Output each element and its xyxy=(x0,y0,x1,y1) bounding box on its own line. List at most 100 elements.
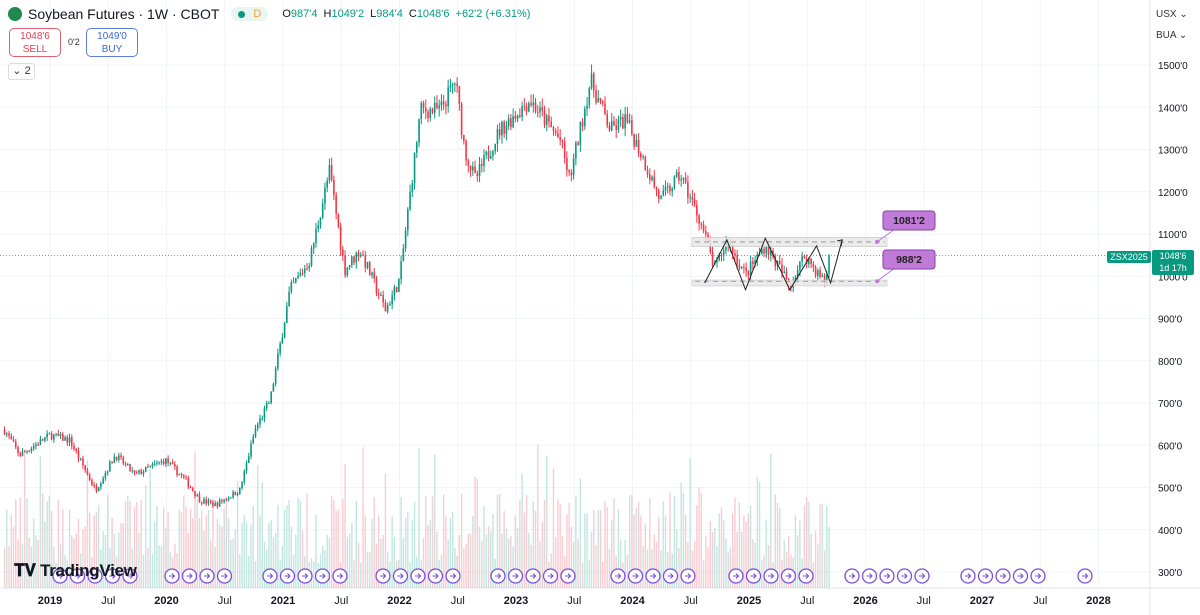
arrow-right-icon xyxy=(530,573,537,579)
volume-bar xyxy=(342,498,344,588)
candle-body xyxy=(165,458,167,465)
candle-body xyxy=(50,433,53,440)
candle-body xyxy=(402,248,405,262)
candle-body xyxy=(254,428,257,437)
candle-body xyxy=(6,433,8,435)
arrow-head-icon xyxy=(837,239,843,246)
candle-body xyxy=(463,135,465,142)
volume-bar xyxy=(805,497,808,588)
volume-bar xyxy=(21,543,24,588)
candle-body xyxy=(351,256,353,265)
candle-body xyxy=(747,270,750,276)
volume-bar xyxy=(156,505,158,588)
x-tick-label: Jul xyxy=(917,595,931,607)
candle-body xyxy=(648,174,651,181)
volume-bar xyxy=(467,534,470,588)
y-tick-label: 600'0 xyxy=(1158,441,1183,452)
candle-body xyxy=(769,250,772,255)
arrow-right-icon xyxy=(186,573,193,579)
volume-bar xyxy=(35,535,37,588)
volume-bar xyxy=(106,494,109,588)
volume-bar xyxy=(736,531,738,588)
volume-bar xyxy=(476,478,478,588)
tradingview-logo[interactable]: 𝐓𝐕 TradingView xyxy=(14,561,137,581)
candle-body xyxy=(592,73,595,91)
volume-bar xyxy=(245,522,248,588)
callout-pointer xyxy=(876,267,896,282)
candle-body xyxy=(333,179,335,196)
volume-bar xyxy=(669,492,671,588)
volume-bar xyxy=(6,510,8,588)
candle-body xyxy=(268,403,270,405)
candle-body xyxy=(3,430,6,435)
candle-body xyxy=(492,151,494,156)
volume-bar xyxy=(131,548,133,588)
candle-body xyxy=(41,439,44,441)
volume-bar xyxy=(720,507,723,588)
volume-bar xyxy=(675,529,678,588)
volume-bar xyxy=(113,534,116,588)
volume-bar xyxy=(821,504,824,588)
volume-bar xyxy=(729,547,732,588)
brand-label: TradingView xyxy=(40,561,137,580)
buy-button[interactable]: 1049'0 BUY xyxy=(86,28,138,57)
volume-bar xyxy=(133,506,136,588)
candle-body xyxy=(295,278,297,283)
candle-body xyxy=(758,254,761,256)
y-tick-label: 400'0 xyxy=(1158,526,1183,537)
last-price-tag: 1048'6 1d 17h xyxy=(1152,250,1194,275)
candle-body xyxy=(160,461,163,463)
candle-body xyxy=(364,255,367,268)
unit-select[interactable]: BUA ⌄ xyxy=(1152,28,1196,43)
x-tick-label: 2022 xyxy=(387,595,411,607)
volume-bar xyxy=(407,512,409,588)
volume-bar xyxy=(758,481,761,588)
arrow-right-icon xyxy=(1035,573,1042,579)
sell-button[interactable]: 1048'6 SELL xyxy=(9,28,61,57)
candle-body xyxy=(234,491,237,496)
open-value: 987'4 xyxy=(290,8,318,20)
arrow-right-icon xyxy=(415,573,422,579)
candle-body xyxy=(357,252,360,257)
candle-body xyxy=(371,272,373,276)
volume-bar xyxy=(120,522,122,588)
candle-body xyxy=(227,497,230,500)
indicators-toggle[interactable]: ⌄ 2 xyxy=(8,63,35,80)
candle-body xyxy=(566,157,568,171)
candle-body xyxy=(512,116,514,128)
volume-bar xyxy=(360,562,362,588)
arrow-right-icon xyxy=(750,573,757,579)
candle-body xyxy=(373,272,376,279)
candle-body xyxy=(465,141,467,161)
candle-body xyxy=(48,433,51,435)
volume-bar xyxy=(151,554,154,588)
candle-body xyxy=(595,90,597,103)
volume-bar xyxy=(664,515,667,588)
volume-bar xyxy=(579,478,582,588)
x-tick-label: Jul xyxy=(1033,595,1047,607)
currency-select[interactable]: USX ⌄ xyxy=(1152,7,1196,22)
volume-bar xyxy=(209,540,212,588)
volume-bar xyxy=(449,518,452,588)
candle-body xyxy=(808,258,810,265)
volume-bar xyxy=(819,503,821,588)
candle-body xyxy=(368,262,371,276)
volume-bar xyxy=(26,498,28,588)
symbol-title[interactable]: Soybean Futures · 1W · CBOT xyxy=(28,6,220,22)
volume-bar xyxy=(756,477,759,588)
volume-bar xyxy=(653,534,655,588)
volume-bar xyxy=(378,515,380,588)
candle-body xyxy=(418,119,420,143)
candle-body xyxy=(505,125,508,134)
volume-bar xyxy=(447,539,449,588)
market-status[interactable]: D xyxy=(231,7,269,21)
volume-bar xyxy=(68,509,71,588)
volume-bar xyxy=(534,511,537,588)
arrow-right-icon xyxy=(92,573,99,579)
arrow-right-icon xyxy=(733,573,740,579)
candle-body xyxy=(543,110,546,125)
candle-body xyxy=(698,215,700,224)
volume-bar xyxy=(765,519,767,588)
volume-bar xyxy=(295,534,297,588)
